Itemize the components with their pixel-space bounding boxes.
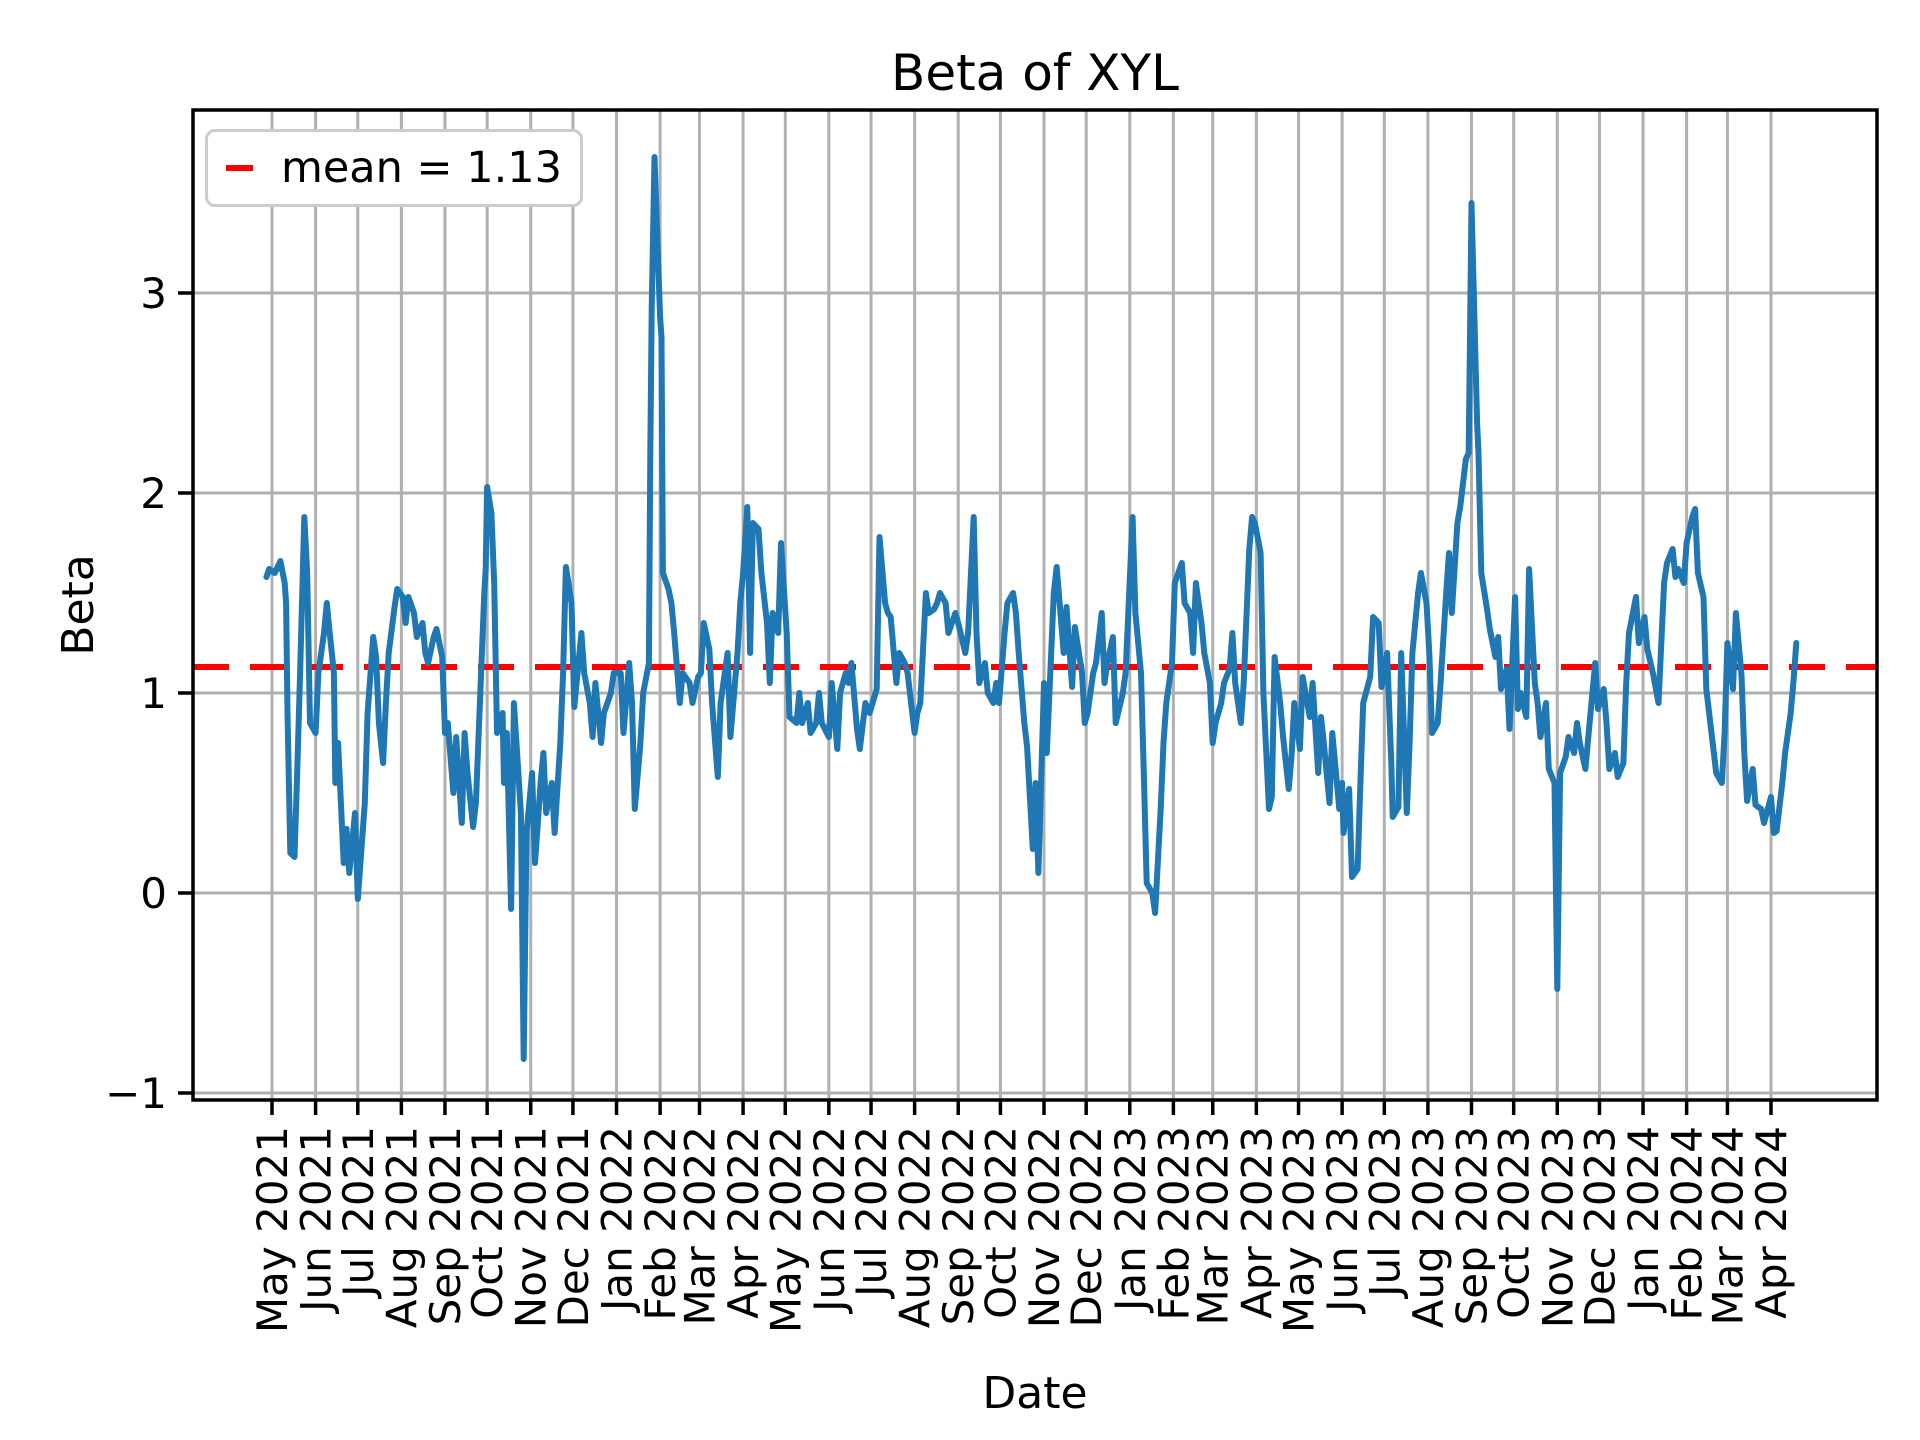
- x-axis-label: Date: [982, 1368, 1088, 1419]
- x-tick-label: Nov 2021: [507, 1126, 556, 1328]
- x-tick-label: May 2021: [248, 1126, 297, 1333]
- y-tick-label: 3: [140, 269, 167, 318]
- x-tick-label: Sep 2021: [421, 1126, 470, 1325]
- y-tick-label: 0: [140, 869, 167, 918]
- x-tick-label: Mar 2022: [675, 1126, 724, 1325]
- x-tick-label: Jan 2022: [593, 1126, 642, 1314]
- x-tick-label: May 2022: [761, 1126, 810, 1333]
- x-tick-label: May 2023: [1275, 1126, 1324, 1333]
- legend-label: mean = 1.13: [280, 143, 562, 193]
- x-tick-label: Oct 2022: [976, 1126, 1025, 1319]
- x-tick-label: Apr 2023: [1232, 1126, 1281, 1319]
- x-tick-label: Aug 2023: [1404, 1126, 1453, 1328]
- x-tick-label: Sep 2023: [1447, 1126, 1496, 1325]
- x-tick-label: Aug 2022: [891, 1126, 940, 1328]
- legend-dash-icon: [226, 165, 255, 171]
- x-tick-label: Oct 2021: [463, 1126, 512, 1319]
- y-axis-label: Beta: [53, 554, 105, 656]
- x-tick-label: Mar 2023: [1189, 1126, 1238, 1325]
- x-tick-label: Jan 2024: [1619, 1126, 1668, 1314]
- x-tick-label: Mar 2024: [1703, 1126, 1752, 1325]
- x-tick-label: Feb 2022: [636, 1126, 685, 1321]
- x-tick-label: Apr 2024: [1747, 1126, 1796, 1319]
- x-tick-label: Jun 2022: [805, 1126, 854, 1315]
- y-tick-label: 2: [140, 469, 167, 518]
- x-tick-label: Dec 2023: [1575, 1126, 1624, 1328]
- y-tick-label: 1: [140, 669, 167, 718]
- y-tick-label: −1: [105, 1069, 167, 1118]
- x-tick-label: Feb 2024: [1663, 1126, 1712, 1321]
- x-tick-label: Jul 2023: [1360, 1126, 1409, 1300]
- beta-line: [263, 154, 1800, 1062]
- x-tick-label: Dec 2022: [1062, 1126, 1111, 1328]
- x-tick-label: Nov 2022: [1020, 1126, 1069, 1328]
- x-tick-label: Jun 2021: [292, 1126, 341, 1315]
- x-tick-label: Jan 2023: [1106, 1126, 1155, 1314]
- x-tick-label: Dec 2021: [549, 1126, 598, 1328]
- x-tick-label: Jun 2023: [1318, 1126, 1367, 1315]
- axes-spines: [191, 108, 1879, 1102]
- x-tick-label: Oct 2023: [1490, 1126, 1539, 1319]
- x-tick-label: Apr 2022: [719, 1126, 768, 1319]
- x-tick-label: Aug 2021: [377, 1126, 426, 1328]
- x-tick-label: Sep 2022: [934, 1126, 983, 1325]
- x-tick-label: Nov 2023: [1533, 1126, 1582, 1328]
- x-tick-label: Jul 2022: [847, 1126, 896, 1300]
- x-tick-label: Jul 2021: [334, 1126, 383, 1300]
- legend: mean = 1.13: [205, 129, 583, 207]
- x-tick-label: Feb 2023: [1149, 1126, 1198, 1321]
- chart-title: Beta of XYL: [891, 44, 1179, 102]
